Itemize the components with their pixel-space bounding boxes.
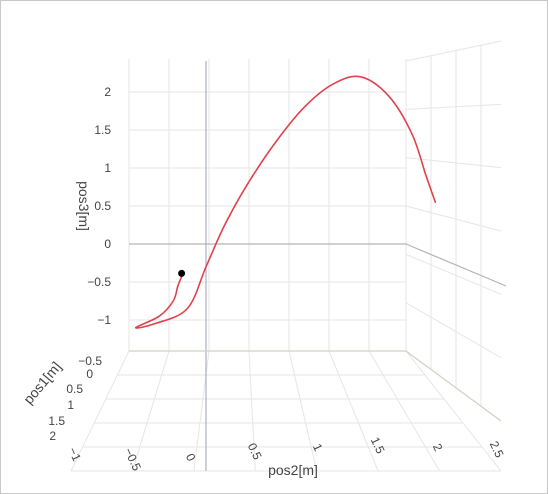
x-tick-label: 2 — [430, 441, 446, 453]
y-axis-title: pos1[m] — [20, 359, 64, 407]
axis-lines — [129, 61, 507, 471]
start-marker — [178, 269, 186, 277]
z-tick-label: 1.5 — [94, 123, 111, 137]
y-tick-label: 2 — [49, 429, 56, 443]
y-tick-label: 0 — [86, 367, 93, 381]
grid-line-side — [405, 40, 502, 62]
grid-line-side — [405, 205, 502, 232]
floor-edge-side — [405, 350, 502, 422]
z-tick-label: 0.5 — [94, 199, 111, 213]
x-axis-title: pos2[m] — [268, 462, 318, 478]
grid-line-floor-depth — [405, 350, 502, 472]
z-tick-label: −0.5 — [87, 275, 111, 289]
z-tick-label: 2 — [104, 85, 111, 99]
grid-line-side — [405, 103, 502, 110]
trajectory-line — [134, 75, 437, 329]
zero-line-pos3-side — [405, 243, 507, 287]
grid-line-side — [405, 253, 502, 295]
z-axis-ticks: −1 −0.5 0 0.5 1 1.5 2 — [87, 85, 111, 327]
y-tick-label: 1.5 — [48, 414, 65, 428]
grid-lines — [70, 40, 502, 472]
x-tick-label: 0.5 — [245, 441, 265, 462]
z-tick-label: 1 — [104, 161, 111, 175]
grid-line-floor-depth — [328, 350, 379, 472]
y-tick-label: −0.5 — [78, 354, 102, 368]
y-tick-label: 1 — [67, 398, 74, 412]
z-tick-label: −1 — [97, 313, 111, 327]
grid-line-floor-depth — [131, 350, 170, 472]
y-tick-label: 0.5 — [66, 382, 83, 396]
y-axis-ticks: −0.500.5 11.52 — [48, 354, 102, 443]
x-tick-label: 1 — [310, 441, 326, 453]
grid-line-side — [405, 302, 502, 359]
x-tick-label: 2.5 — [487, 439, 507, 460]
x-tick-label: 0 — [183, 451, 199, 463]
z-tick-label: 0 — [104, 237, 111, 251]
grid-line-floor-depth — [70, 350, 130, 472]
grid-line-floor-depth — [248, 350, 256, 472]
grid-line-floor-depth — [368, 350, 441, 472]
x-tick-label: −1 — [65, 445, 84, 464]
x-tick-label: −0.5 — [121, 446, 144, 474]
grid-line-floor-depth — [288, 350, 318, 472]
z-axis-title: pos3[m] — [76, 181, 92, 231]
x-tick-label: 1.5 — [368, 435, 388, 456]
